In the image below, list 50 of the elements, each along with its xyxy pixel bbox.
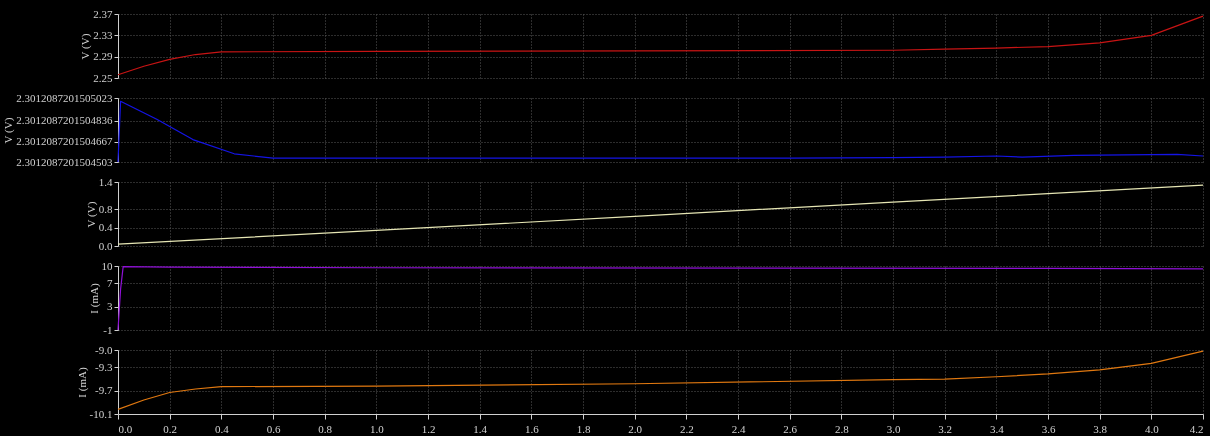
y-tick-label: 1.4 xyxy=(98,175,113,188)
x-tick-label: 3.4 xyxy=(989,422,1005,435)
x-tick-label: 4.0 xyxy=(1144,422,1160,435)
x-tick-label: 0.8 xyxy=(318,422,333,435)
y-tick-label: 2.3012087201504836 xyxy=(16,114,113,127)
x-tick-label: 3.6 xyxy=(1041,422,1056,435)
y-tick-label: 2.37 xyxy=(93,7,113,20)
x-tick-label: 3.8 xyxy=(1093,422,1108,435)
y-tick-label: 0.8 xyxy=(98,202,113,215)
y-tick-label: 0.0 xyxy=(98,239,113,252)
y-tick-label: -9.0 xyxy=(95,343,113,356)
x-tick-label: 4.2 xyxy=(1189,422,1204,435)
y-axis-title: I (mA) xyxy=(75,367,89,398)
x-tick-label: 0.0 xyxy=(118,422,133,435)
y-tick-label: 2.25 xyxy=(93,71,113,84)
x-tick-label: 2.6 xyxy=(783,422,798,435)
line-series xyxy=(117,184,1204,245)
x-tick-label: 2.8 xyxy=(834,422,850,435)
line-series xyxy=(117,15,1204,76)
x-tick-label: 3.0 xyxy=(886,422,901,435)
y-tick-label: -9.3 xyxy=(95,360,113,373)
x-tick-label: 3.2 xyxy=(938,422,953,435)
x-tick-label: 1.8 xyxy=(576,422,591,435)
y-tick-label: 2.3012087201504503 xyxy=(16,155,113,168)
x-tick-label: 1.4 xyxy=(473,422,488,435)
x-tick-label: 1.0 xyxy=(369,422,385,435)
y-tick-label: 2.29 xyxy=(93,50,113,63)
x-tick-label: 2.0 xyxy=(628,422,643,435)
y-tick-label: -9.7 xyxy=(95,384,113,397)
x-tick-label: 1.6 xyxy=(524,422,540,435)
x-tick-label: 0.2 xyxy=(163,422,178,435)
y-tick-label: -10.1 xyxy=(89,407,113,420)
y-tick-label: -1 xyxy=(103,323,113,336)
y-tick-label: 7 xyxy=(107,276,113,289)
y-tick-label: 2.3012087201505023 xyxy=(16,91,113,104)
y-axis-title: V (V) xyxy=(84,201,98,228)
x-tick-label: 2.4 xyxy=(731,422,746,435)
y-tick-label: 0.4 xyxy=(98,221,113,234)
y-axis-title: I (mA) xyxy=(87,283,101,314)
y-axis-title: V (V) xyxy=(79,33,93,60)
y-tick-label: 2.33 xyxy=(93,28,113,41)
x-tick-label: 0.4 xyxy=(214,422,230,435)
y-tick-label: 10 xyxy=(101,259,113,272)
y-axis-title: V (V) xyxy=(2,117,16,144)
x-tick-label: 0.6 xyxy=(266,422,281,435)
y-tick-label: 2.3012087201504667 xyxy=(16,135,113,148)
x-tick-label: 1.2 xyxy=(421,422,436,435)
y-tick-label: 3 xyxy=(107,300,113,313)
line-series xyxy=(117,265,1204,331)
x-tick-label: 2.2 xyxy=(679,422,694,435)
